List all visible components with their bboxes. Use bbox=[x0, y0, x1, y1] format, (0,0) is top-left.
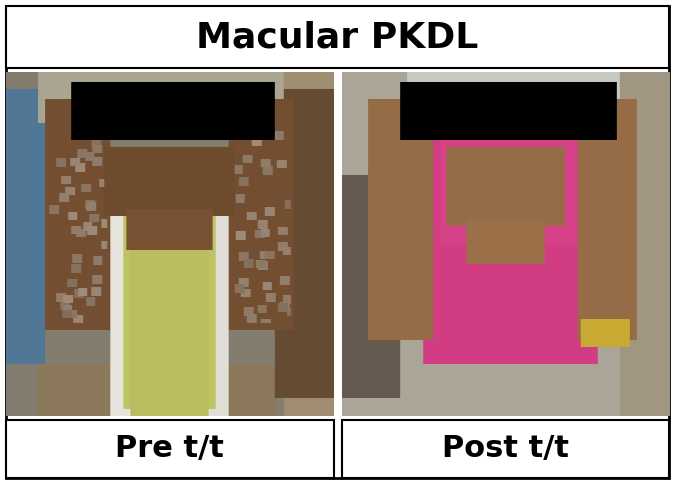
Text: Post t/t: Post t/t bbox=[441, 435, 569, 464]
Text: Pre t/t: Pre t/t bbox=[115, 435, 224, 464]
Bar bbox=[6, 420, 333, 478]
Text: Macular PKDL: Macular PKDL bbox=[196, 20, 479, 54]
Bar bbox=[6, 6, 669, 68]
Bar bbox=[342, 420, 669, 478]
